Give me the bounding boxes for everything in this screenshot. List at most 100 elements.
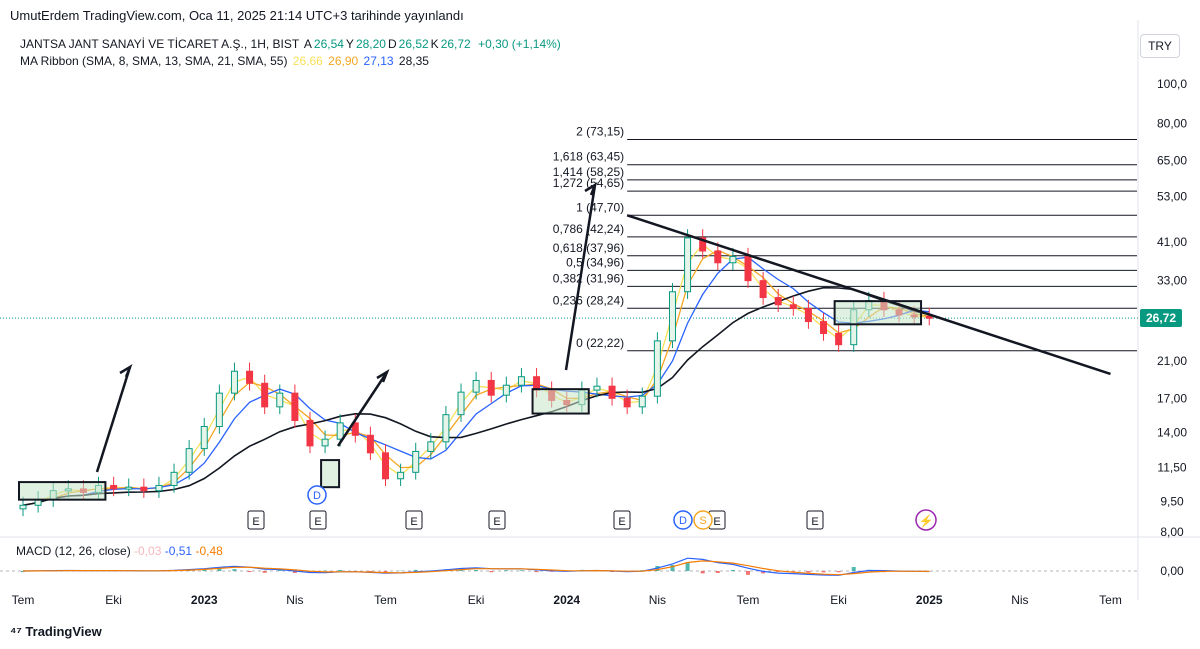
brand-text: TradingView xyxy=(25,624,102,639)
macd-histogram-bar xyxy=(806,571,811,573)
candle-body xyxy=(759,280,767,299)
fib-level-label: 1 (47,70) xyxy=(576,200,624,214)
y-tick-label: 21,00 xyxy=(1157,354,1187,368)
candle-body xyxy=(502,384,510,396)
impulse-arrow xyxy=(95,366,132,473)
ohlc-key: Y xyxy=(345,37,354,51)
ma-value: 26,66 xyxy=(292,54,323,68)
macd-histogram-bar xyxy=(700,571,705,574)
ma-ribbon-legend: MA Ribbon (SMA, 8, SMA, 13, SMA, 21, SMA… xyxy=(20,54,433,68)
macd-histogram-bar xyxy=(383,571,388,573)
candle-body xyxy=(623,397,631,408)
arrow-head xyxy=(376,369,390,383)
currency-button[interactable]: TRY xyxy=(1140,34,1180,58)
macd-value: -0,51 xyxy=(164,544,193,558)
y-tick-label: 80,00 xyxy=(1157,117,1187,131)
candle-body xyxy=(668,291,676,342)
macd-histogram-bar xyxy=(851,567,856,571)
ma-ribbon-values: 26,66 26,90 27,13 28,35 xyxy=(293,54,431,68)
earnings-marker-icon xyxy=(247,510,265,530)
ma-value: 27,13 xyxy=(363,54,394,68)
fib-level-label: 0 (22,22) xyxy=(576,336,624,350)
earnings-marker-label: E xyxy=(493,516,500,528)
candle-body xyxy=(306,420,314,447)
signal-line xyxy=(22,560,930,576)
earnings-marker-label: E xyxy=(713,516,720,528)
candle-body xyxy=(789,304,797,310)
candle-body xyxy=(276,392,284,408)
resistance-trendline xyxy=(626,214,1111,376)
split-marker-icon xyxy=(693,510,713,530)
ohlc-values: A 26,54 Y 28,20 D 26,52 K 26,72 xyxy=(304,37,473,51)
macd-histogram-bar xyxy=(232,569,237,571)
dividend-marker-label: D xyxy=(679,515,687,527)
macd-label[interactable]: MACD (12, 26, close) xyxy=(16,544,131,558)
x-tick-label: Eki xyxy=(468,593,485,607)
y-tick-label: 33,00 xyxy=(1157,274,1187,288)
earnings-marker-icon xyxy=(405,510,423,530)
macd-histogram-bar xyxy=(307,571,312,573)
candle-body xyxy=(351,422,359,436)
y-tick-label: 9,50 xyxy=(1160,495,1184,509)
candle-body xyxy=(684,237,692,293)
earnings-marker-icon xyxy=(488,510,506,530)
fib-level-label: 0,618 (37,96) xyxy=(553,241,624,255)
consolidation-box xyxy=(833,300,923,326)
earnings-marker-label: E xyxy=(618,516,625,528)
x-tick-label: Tem xyxy=(737,593,760,607)
ohlc-key: D xyxy=(387,37,397,51)
ma-ribbon-label[interactable]: MA Ribbon (SMA, 8, SMA, 13, SMA, 21, SMA… xyxy=(20,54,288,68)
candle-body xyxy=(200,426,208,450)
ohlc-key: K xyxy=(430,37,439,51)
earnings-marker-label: E xyxy=(811,516,818,528)
dividend-marker-label: D xyxy=(313,490,321,502)
candle-body xyxy=(215,392,223,428)
macd-histogram-bar xyxy=(776,571,781,572)
candle-body xyxy=(155,484,163,492)
publish-line: UmutErdem TradingView.com, Oca 11, 2025 … xyxy=(10,8,464,23)
lightning-marker-icon xyxy=(915,509,937,531)
x-tick-label: Eki xyxy=(105,593,122,607)
x-tick-label: Eki xyxy=(830,593,847,607)
macd-histogram-bar xyxy=(202,569,207,571)
symbol-legend: JANTSA JANT SANAYİ VE TİCARET A.Ş., 1H, … xyxy=(20,37,563,51)
macd-histogram-bar xyxy=(821,571,826,573)
macd-zero-label: 0,00 xyxy=(1160,564,1184,578)
x-tick-label: Nis xyxy=(286,593,303,607)
x-tick-label: Tem xyxy=(12,593,35,607)
candle-body xyxy=(366,434,374,454)
candle-body xyxy=(925,315,933,319)
macd-value: -0,03 xyxy=(134,544,162,558)
y-tick-label: 14,00 xyxy=(1157,426,1187,440)
macd-histogram-bar xyxy=(292,571,297,573)
macd-histogram-bar xyxy=(761,571,766,574)
tradingview-brand[interactable]: ⁴⁷ TradingView xyxy=(10,624,102,639)
impulse-arrow xyxy=(336,371,389,447)
candle-body xyxy=(744,256,752,282)
impulse-arrow xyxy=(564,184,597,371)
y-tick-label: 8,00 xyxy=(1160,525,1184,539)
macd-histogram-bar xyxy=(21,571,25,572)
candle-body xyxy=(820,321,828,334)
ma-value: 28,35 xyxy=(398,54,429,68)
fib-level-label: 1,414 (58,25) xyxy=(553,165,624,179)
macd-histogram-bar xyxy=(474,570,479,571)
candle-body xyxy=(382,452,389,480)
symbol-name[interactable]: JANTSA JANT SANAYİ VE TİCARET A.Ş., 1H, … xyxy=(20,37,300,51)
candle-body xyxy=(110,484,118,490)
candle-body xyxy=(230,370,238,394)
consolidation-box xyxy=(320,459,341,489)
macd-values: -0,03 -0,51 -0,48 xyxy=(134,544,223,558)
ohlc-value: 26,54 xyxy=(313,37,344,51)
candle-body xyxy=(125,486,133,490)
macd-histogram-bar xyxy=(715,571,720,573)
x-tick-label: 2024 xyxy=(553,593,580,607)
candle-body xyxy=(19,504,27,510)
macd-legend: MACD (12, 26, close) -0,03 -0,51 -0,48 xyxy=(16,544,223,558)
fib-level-label: 1,272 (54,65) xyxy=(553,176,624,190)
candle-body xyxy=(699,237,707,252)
earnings-marker-icon xyxy=(613,510,631,530)
macd-value: -0,48 xyxy=(195,544,223,558)
macd-histogram-bar xyxy=(489,571,494,573)
